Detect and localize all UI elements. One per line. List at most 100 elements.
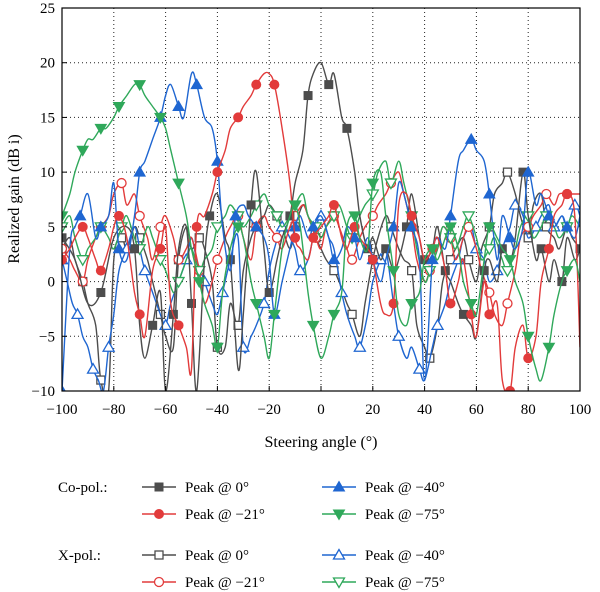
data-point [172,178,185,190]
data-point [153,255,168,267]
data-point [366,189,380,201]
data-point [306,220,320,232]
y-ticks: −10 −5 0 5 10 15 20 25 [32,1,67,400]
legend-label: Peak @ −75° [365,507,445,523]
legend-entry: Peak @ −40° [322,548,445,564]
data-point [62,211,69,223]
data-point [464,298,478,310]
plot-frame [61,7,581,392]
data-point [426,244,439,256]
data-point [154,112,167,124]
data-point [405,298,419,310]
series-line [62,71,580,391]
series-1 [62,71,580,391]
data-point [116,177,127,189]
data-point [387,220,400,232]
data-point [444,222,457,234]
data-point [444,209,457,221]
data-point [430,318,445,330]
data-point [210,222,225,234]
data-point [194,233,204,243]
x-tick-label: −20 [257,402,280,418]
data-point [76,145,90,157]
data-point [412,362,427,374]
legend-label: Peak @ −40° [365,548,445,564]
data-point [290,232,301,243]
legend-marker [332,480,346,492]
series-line [62,160,580,294]
legend-label: Peak @ −40° [365,480,445,496]
data-point [76,255,90,267]
x-ticks: −100 −80 −60 −40 −20 0 20 40 60 80 100 [47,386,592,418]
data-point [521,165,535,177]
series-3 [62,80,580,382]
data-point [231,222,245,234]
data-point [503,255,517,267]
data-point [271,232,283,243]
data-point [77,221,88,232]
data-point [264,288,274,298]
data-point [270,211,284,223]
data-point [86,362,100,374]
data-point [173,320,184,331]
data-point [113,210,124,221]
data-point [249,298,263,310]
x-tick-label: −80 [102,402,125,418]
grid [62,8,580,391]
data-point [560,266,574,278]
data-point [328,199,339,210]
data-point [406,265,417,276]
data-point [155,243,166,254]
legend-entry: Peak @ −75° [322,575,445,591]
data-point [521,331,535,343]
legend-marker [154,509,164,519]
data-point [484,309,495,320]
legend-group-label: Co-pol.: [58,480,108,496]
data-point [303,91,313,101]
x-tick-label: 80 [521,402,536,418]
data-point [306,320,320,332]
data-point [229,209,242,221]
data-point [130,244,140,254]
data-point [138,263,152,276]
data-point [62,243,68,254]
data-point [112,242,126,254]
data-point [94,123,108,135]
legend-entry: Peak @ −75° [322,507,445,523]
data-point [190,78,204,90]
data-point [542,342,556,354]
data-point [324,80,334,90]
legend-marker [154,550,164,560]
data-point [148,320,158,330]
data-point [246,200,256,210]
data-point [347,309,357,320]
data-point [96,288,106,298]
data-point [342,123,352,133]
series-line [62,171,580,391]
x-tick-label: 60 [469,402,484,418]
x-tick-label: 20 [365,402,380,418]
data-point [384,178,398,190]
data-point [211,342,224,354]
data-point [173,254,184,265]
y-tick-label: −10 [32,384,55,400]
data-point [269,79,280,90]
legend-marker [153,576,165,588]
data-point [112,101,126,113]
data-point [406,210,417,221]
x-tick-label: 40 [417,402,432,418]
data-point [70,307,85,320]
data-point [233,112,244,123]
x-tick-label: 100 [569,402,592,418]
data-point [212,167,223,178]
legend-marker [332,577,346,589]
legend-entry: Peak @ −40° [322,480,445,496]
data-point [212,254,223,265]
data-point [205,211,215,221]
y-tick-label: 25 [40,1,55,17]
legend-label: Peak @ −21° [185,507,265,523]
data-point [505,386,516,391]
data-point [288,220,302,232]
legend: Co-pol.: X-pol.: Peak @ 0° Peak @ −40° Peak … [58,480,445,591]
